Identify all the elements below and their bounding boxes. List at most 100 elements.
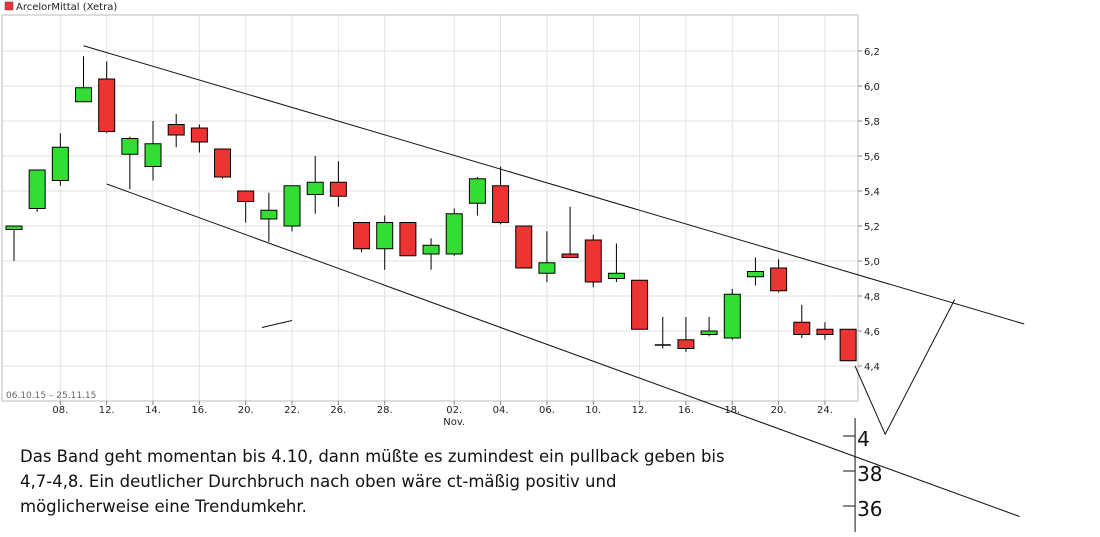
candles <box>5 56 857 362</box>
candle-body <box>515 225 533 269</box>
candle-body <box>214 148 232 178</box>
candle <box>515 225 533 269</box>
candle <box>121 136 139 190</box>
candle-body <box>538 262 556 274</box>
candle-body <box>190 127 208 143</box>
x-tick-label: 20. <box>238 405 254 416</box>
plot-border <box>1 14 859 402</box>
x-tick-label: 14. <box>145 405 161 416</box>
candle <box>260 192 278 242</box>
x-tick-label: 02. <box>446 405 462 416</box>
date-range-label: 06.10.15 – 25.11.15 <box>6 391 96 401</box>
candle <box>422 238 440 270</box>
candle-body <box>121 138 139 155</box>
candle-body <box>584 239 602 283</box>
candle <box>700 317 718 337</box>
candle <box>144 121 162 181</box>
x-tick-label: 20. <box>771 405 787 416</box>
candle <box>353 222 371 253</box>
x-tick-label: 06. <box>539 405 555 416</box>
handwritten-label: 4 <box>857 427 870 451</box>
candle-body <box>723 293 741 339</box>
candle <box>75 56 93 103</box>
x-tick-label: 16. <box>678 405 694 416</box>
candle <box>631 279 649 330</box>
candle-body <box>399 222 417 257</box>
x-tick-label: 16. <box>191 405 207 416</box>
candle <box>445 208 463 256</box>
candle-body <box>98 78 116 132</box>
candle <box>793 304 811 338</box>
x-month-label: Nov. <box>443 417 465 428</box>
candle-body <box>237 190 255 202</box>
candle <box>839 328 857 362</box>
chart-title: ArcelorMittal (Xetra) <box>16 2 117 13</box>
candle <box>654 317 671 349</box>
candle <box>677 317 695 352</box>
candle-body <box>51 146 69 181</box>
candle-body <box>816 328 834 335</box>
x-tick-label: 26. <box>330 405 346 416</box>
candle <box>376 215 394 270</box>
y-tick-label: 4,6 <box>864 327 880 338</box>
candle-body <box>770 267 788 292</box>
x-tick-label: 10. <box>585 405 601 416</box>
candle <box>167 114 185 148</box>
x-axis-ticks: 08. 12. 14. 16. 20. 22. 26. 28. 02. 04. 06. 10. 12. 1… <box>52 401 833 428</box>
y-tick-label: 6,0 <box>864 82 880 93</box>
candle-body <box>144 143 162 167</box>
y-tick-label: 5,8 <box>864 117 880 128</box>
y-tick-label: 5,6 <box>864 152 880 163</box>
handwritten-scale: 4 38 36 <box>843 418 883 532</box>
x-tick-label: 12. <box>99 405 115 416</box>
y-tick-label: 5,2 <box>864 222 880 233</box>
candle <box>306 156 324 214</box>
candle-body <box>353 222 371 250</box>
candle <box>214 148 232 179</box>
candle-body <box>631 279 649 330</box>
caption-line: 4,7-4,8. Ein deutlicher Durchbruch nach … <box>20 472 617 491</box>
x-tick-label: 24. <box>817 405 833 416</box>
candle <box>5 225 23 261</box>
candle-body <box>283 185 301 227</box>
x-tick-label: 28. <box>377 405 393 416</box>
candle <box>492 166 510 225</box>
candle-body <box>75 87 93 103</box>
y-tick-label: 5,0 <box>864 257 880 268</box>
candle <box>816 322 834 340</box>
candle-body <box>5 225 23 230</box>
candle <box>399 222 417 257</box>
candle <box>538 231 556 282</box>
candle <box>607 243 625 282</box>
candle-body <box>677 339 695 349</box>
candle <box>723 289 741 340</box>
candle-body <box>445 213 463 255</box>
candle <box>561 206 579 258</box>
x-tick-label: 08. <box>52 405 68 416</box>
candle-body <box>329 181 347 197</box>
y-tick-label: 6,2 <box>864 47 880 58</box>
trend-lines <box>83 45 1025 517</box>
channel-line-lower <box>106 183 1020 517</box>
y-tick-label: 5,4 <box>864 187 880 198</box>
candle <box>283 185 301 232</box>
legend-swatch <box>4 1 14 11</box>
candle-body <box>492 185 510 223</box>
candle-body <box>422 244 440 255</box>
x-tick-label: 04. <box>493 405 509 416</box>
projection-path <box>854 299 956 436</box>
candle-body <box>700 330 718 335</box>
candle-body <box>260 209 278 220</box>
caption: Das Band geht momentan bis 4.10, dann mü… <box>20 444 780 519</box>
caption-line: Das Band geht momentan bis 4.10, dann mü… <box>20 447 725 466</box>
candle <box>237 190 255 223</box>
handwritten-label: 36 <box>857 497 882 521</box>
caption-line: möglicherweise eine Trendumkehr. <box>20 497 307 516</box>
channel-line-upper <box>83 45 1025 325</box>
candle <box>28 169 46 212</box>
candle-body <box>306 181 324 195</box>
candle <box>329 161 347 207</box>
candle <box>584 234 602 288</box>
x-tick-label: 18. <box>724 405 740 416</box>
